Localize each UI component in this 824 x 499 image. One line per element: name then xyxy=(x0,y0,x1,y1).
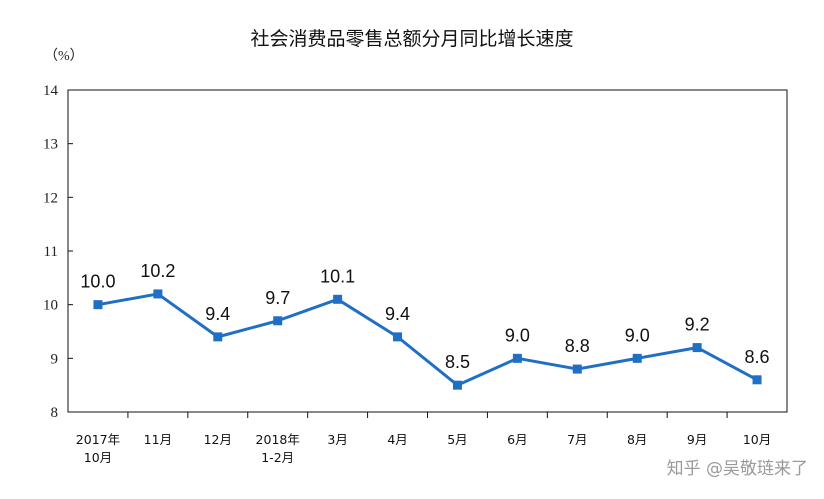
x-tick-label-line: 11月 xyxy=(144,432,172,447)
data-label: 9.7 xyxy=(265,288,290,308)
data-point xyxy=(273,316,283,326)
y-tick-label: 10 xyxy=(43,298,58,314)
unit-label: （%） xyxy=(44,48,84,64)
x-tick-label-line: 5月 xyxy=(447,432,467,447)
y-tick-label: 11 xyxy=(44,244,58,260)
data-point xyxy=(153,289,163,299)
data-point xyxy=(93,300,103,310)
x-tick-label: 2017年 10月 xyxy=(76,432,120,465)
data-point xyxy=(393,332,403,342)
watermark: 知乎 @吴敬琏来了 xyxy=(667,459,808,479)
x-tick-label: 8月 xyxy=(627,432,647,447)
y-tick-label: 14 xyxy=(43,83,59,99)
x-tick-label-line: 12月 xyxy=(204,432,232,447)
x-tick-label: 5月 xyxy=(447,432,467,447)
y-tick-label: 9 xyxy=(51,351,59,367)
data-label: 8.6 xyxy=(745,347,770,367)
y-axis: 8 9 10 11 12 13 14 xyxy=(43,83,73,421)
x-tick-label-line: 3月 xyxy=(327,432,347,447)
x-tick-label: 4月 xyxy=(387,432,407,447)
x-tick-label-line: 9月 xyxy=(687,432,707,447)
data-label: 9.4 xyxy=(385,304,410,324)
x-tick-label-line: 8月 xyxy=(627,432,647,447)
data-label: 10.2 xyxy=(140,261,175,281)
y-tick-label: 12 xyxy=(43,190,58,206)
data-label: 9.2 xyxy=(685,315,710,335)
x-tick-label: 6月 xyxy=(507,432,527,447)
x-tick-label-line: 4月 xyxy=(387,432,407,447)
series-line-group xyxy=(93,289,762,390)
series-line xyxy=(97,292,758,387)
x-tick-label: 10月 xyxy=(743,432,771,447)
data-label: 10.1 xyxy=(320,266,355,286)
x-tick-label-line: 6月 xyxy=(507,432,527,447)
data-point xyxy=(333,294,343,304)
data-label: 9.4 xyxy=(205,304,230,324)
x-tick-label: 7月 xyxy=(567,432,587,447)
data-point xyxy=(632,353,642,363)
data-point xyxy=(213,332,223,342)
chart-title: 社会消费品零售总额分月同比增长速度 xyxy=(250,28,573,50)
x-tick-label: 9月 xyxy=(687,432,707,447)
x-tick-label: 11月 xyxy=(144,432,172,447)
data-point xyxy=(692,343,702,353)
x-tick-label: 12月 xyxy=(204,432,232,447)
data-label-group: 10.0 10.2 9.4 9.7 10.1 9.4 8.5 9.0 8.8 9.0 9.2 8.6 xyxy=(80,261,769,372)
x-tick-label-line: 2018年 xyxy=(256,432,300,447)
data-label: 8.5 xyxy=(445,352,470,372)
x-tick-label-line: 7月 xyxy=(567,432,587,447)
data-point xyxy=(572,364,582,374)
x-tick-label: 3月 xyxy=(327,432,347,447)
data-point xyxy=(452,380,462,390)
data-label: 8.8 xyxy=(565,336,590,356)
x-tick-label-line: 10月 xyxy=(743,432,771,447)
x-tick-label-line: 2017年 xyxy=(76,432,120,447)
data-label: 9.0 xyxy=(625,325,650,345)
x-axis: 2017年 10月 11月 12月 2018年 1-2月 3月 4月 5月 6月 7月 8月 9月 10月 xyxy=(76,412,771,465)
x-tick-label-line: 10月 xyxy=(84,450,112,465)
data-point xyxy=(512,353,522,363)
y-tick-label: 13 xyxy=(43,137,58,153)
x-tick-label: 2018年 1-2月 xyxy=(256,432,300,465)
y-tick-label: 8 xyxy=(51,405,59,421)
x-tick-label-line: 1-2月 xyxy=(261,450,294,465)
plot-frame xyxy=(67,89,788,413)
data-label: 9.0 xyxy=(505,325,530,345)
data-point xyxy=(752,375,762,385)
data-label: 10.0 xyxy=(80,272,115,292)
